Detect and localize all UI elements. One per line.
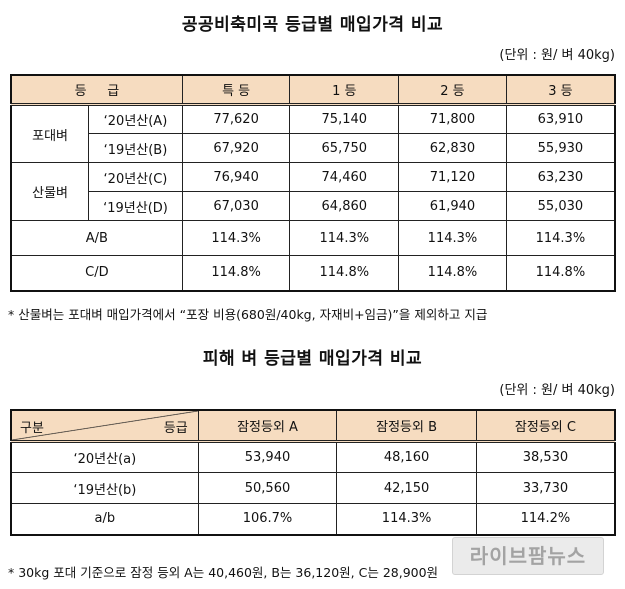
- corner-label-category: 구분: [20, 421, 44, 436]
- corner-cell: 구분 등급: [10, 409, 199, 443]
- cell: 114.3%: [181, 220, 291, 256]
- table-row: A/B 114.3% 114.3% 114.3% 114.3%: [10, 220, 616, 256]
- table2-note: * 30kg 포대 기준으로 잠정 등외 A는 40,460원, B는 36,1…: [8, 565, 439, 580]
- table1-header-row: 등 급 특 등 1 등 2 등 3 등: [10, 74, 616, 106]
- grade-price-table: 등 급 특 등 1 등 2 등 3 등 포대벼 ‘20년산(A) 77,620 …: [10, 74, 616, 292]
- header-grade1: 1 등: [289, 74, 400, 106]
- cell: 42,150: [336, 472, 477, 504]
- cell: 64,860: [289, 191, 400, 221]
- cell: 114.8%: [181, 255, 291, 291]
- table2-header-row: 구분 등급 잠정등외 A 잠정등외 B 잠정등외 C: [10, 409, 616, 443]
- cell: 74,460: [289, 162, 400, 192]
- cell: 62,830: [398, 133, 507, 163]
- row-label: a/b: [10, 503, 199, 535]
- cell: 77,620: [181, 104, 291, 134]
- table-row: ‘19년산(B) 67,920 65,750 62,830 55,930: [11, 133, 616, 163]
- header-substandard-a: 잠정등외 A: [197, 409, 338, 443]
- table-row: a/b 106.7% 114.3% 114.2%: [10, 503, 616, 535]
- cell: 50,560: [197, 472, 338, 504]
- cell: 106.7%: [197, 503, 338, 535]
- cell: 114.8%: [505, 255, 616, 291]
- cell: 114.3%: [398, 220, 507, 256]
- cell: 67,030: [181, 191, 291, 221]
- ratio-label: C/D: [10, 255, 183, 291]
- cell: 114.8%: [289, 255, 400, 291]
- row-year: ‘20년산(C): [88, 162, 183, 192]
- group-label-bagged: 포대벼: [10, 104, 90, 163]
- table1-title: 공공비축미곡 등급별 매입가격 비교: [181, 15, 444, 35]
- cell: 38,530: [475, 441, 616, 473]
- cell: 76,940: [181, 162, 291, 192]
- cell: 114.3%: [289, 220, 400, 256]
- row-year: ‘19년산(D): [88, 191, 183, 221]
- table1-unit: (단위 : 원/ 벼 40kg): [499, 48, 615, 63]
- row-label: ‘20년산(a): [10, 441, 199, 473]
- cell: 48,160: [336, 441, 477, 473]
- header-grade: 등 급: [10, 74, 183, 106]
- table-row: ‘19년산(b) 50,560 42,150 33,730: [10, 472, 616, 504]
- cell: 114.2%: [475, 503, 616, 535]
- header-special: 특 등: [181, 74, 291, 106]
- corner-label-grade: 등급: [163, 421, 188, 436]
- header-substandard-c: 잠정등외 C: [475, 409, 616, 443]
- group-label-bulk: 산물벼: [10, 162, 90, 221]
- cell: 67,920: [181, 133, 291, 163]
- row-year: ‘20년산(A): [88, 104, 183, 134]
- header-grade2: 2 등: [398, 74, 507, 106]
- header-grade3: 3 등: [505, 74, 616, 106]
- cell: 55,030: [505, 191, 616, 221]
- cell: 65,750: [289, 133, 400, 163]
- row-label: ‘19년산(b): [10, 472, 199, 504]
- cell: 61,940: [398, 191, 507, 221]
- table-row: 산물벼 ‘20년산(C) 76,940 74,460 71,120 63,230: [10, 162, 616, 221]
- ratio-label: A/B: [10, 220, 183, 256]
- damaged-rice-price-table: 구분 등급 잠정등외 A 잠정등외 B 잠정등외 C ‘20년산(a) 53,9…: [10, 409, 616, 536]
- cell: 114.3%: [505, 220, 616, 256]
- cell: 53,940: [197, 441, 338, 473]
- cell: 114.3%: [336, 503, 477, 535]
- cell: 33,730: [475, 472, 616, 504]
- table2-title: 피해 벼 등급별 매입가격 비교: [202, 349, 423, 369]
- cell: 71,800: [398, 104, 507, 134]
- table-row: C/D 114.8% 114.8% 114.8% 114.8%: [10, 255, 616, 291]
- table-row: ‘19년산(D) 67,030 64,860 61,940 55,030: [11, 191, 616, 221]
- table1-note: * 산물벼는 포대벼 매입가격에서 “포장 비용(680원/40kg, 자재비+…: [8, 307, 488, 322]
- header-substandard-b: 잠정등외 B: [336, 409, 477, 443]
- cell: 63,230: [505, 162, 616, 192]
- cell: 55,930: [505, 133, 616, 163]
- cell: 114.8%: [398, 255, 507, 291]
- table-row: ‘20년산(a) 53,940 48,160 38,530: [10, 441, 616, 473]
- table-row: 포대벼 ‘20년산(A) 77,620 75,140 71,800 63,910: [10, 104, 616, 163]
- cell: 63,910: [505, 104, 616, 134]
- cell: 75,140: [289, 104, 400, 134]
- news-watermark-logo: 라이브팜뉴스: [452, 537, 604, 575]
- cell: 71,120: [398, 162, 507, 192]
- table2-unit: (단위 : 원/ 벼 40kg): [499, 383, 615, 398]
- row-year: ‘19년산(B): [88, 133, 183, 163]
